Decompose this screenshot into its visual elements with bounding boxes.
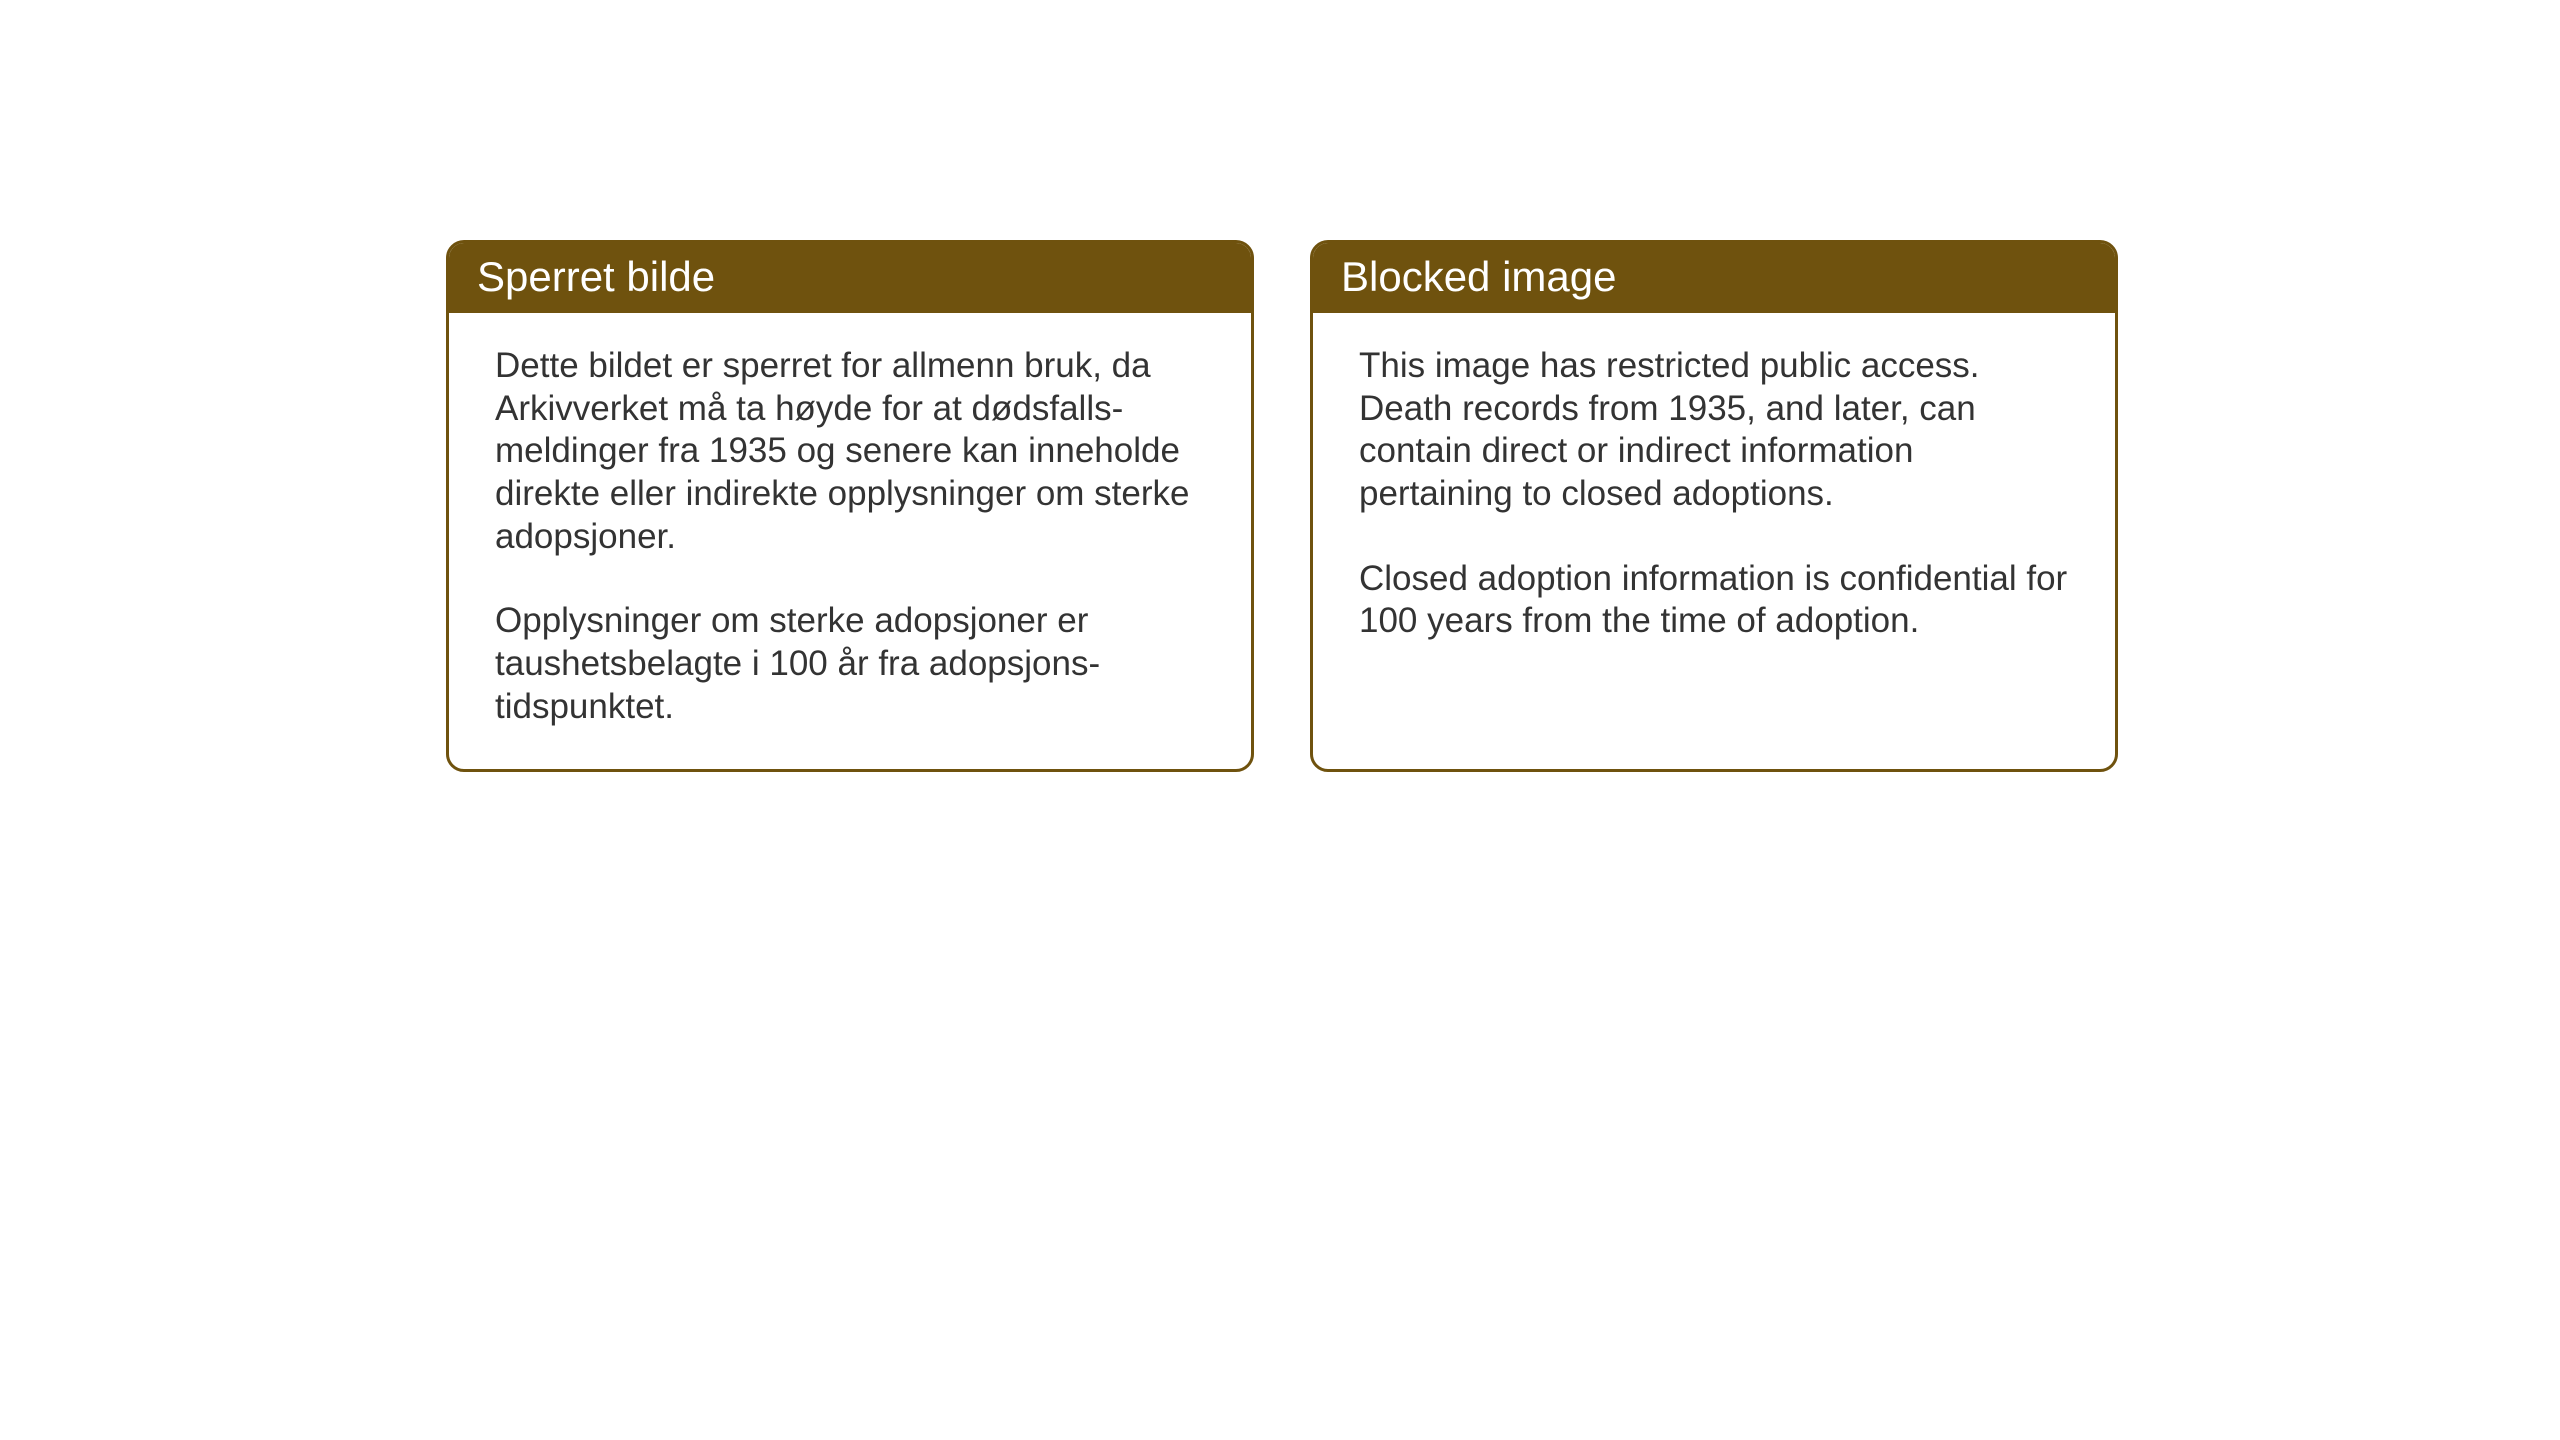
norwegian-paragraph-2: Opplysninger om sterke adopsjoner er tau… (495, 600, 1205, 728)
english-paragraph-1: This image has restricted public access.… (1359, 345, 2069, 516)
norwegian-card-body: Dette bildet er sperret for allmenn bruk… (449, 313, 1251, 769)
norwegian-paragraph-1: Dette bildet er sperret for allmenn bruk… (495, 345, 1205, 558)
english-notice-card: Blocked image This image has restricted … (1310, 240, 2118, 772)
english-paragraph-2: Closed adoption information is confident… (1359, 558, 2069, 643)
english-card-title: Blocked image (1313, 243, 2115, 313)
norwegian-notice-card: Sperret bilde Dette bildet er sperret fo… (446, 240, 1254, 772)
english-card-body: This image has restricted public access.… (1313, 313, 2115, 683)
notice-cards-container: Sperret bilde Dette bildet er sperret fo… (446, 240, 2118, 772)
norwegian-card-title: Sperret bilde (449, 243, 1251, 313)
